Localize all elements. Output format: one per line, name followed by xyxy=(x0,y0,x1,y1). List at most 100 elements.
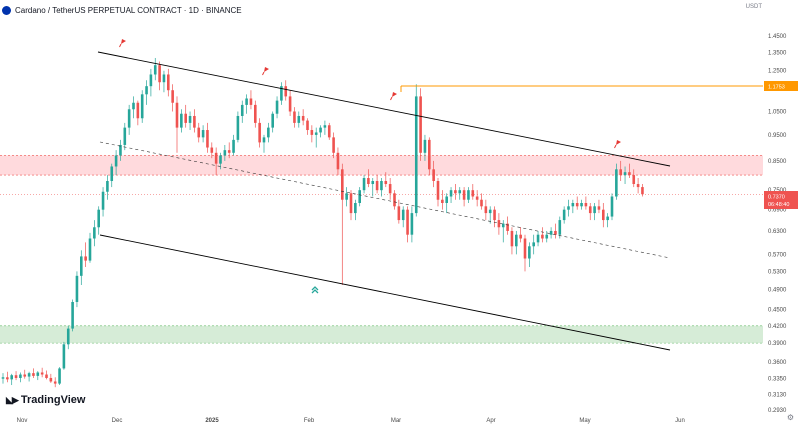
candle-body xyxy=(206,130,209,148)
price-tick-label: 0.6900 xyxy=(768,208,787,214)
resistance-price-tag: 1.1753 xyxy=(764,81,798,91)
candle-body xyxy=(71,301,74,329)
channel-midline[interactable] xyxy=(99,141,671,259)
candle-body xyxy=(114,155,118,167)
candle-body xyxy=(297,115,301,123)
tradingview-logo-icon: ◣▶ xyxy=(6,394,19,405)
resistance-zone[interactable] xyxy=(0,155,763,176)
candle-body xyxy=(80,256,83,276)
candle-body xyxy=(167,74,170,91)
candle-body xyxy=(149,74,153,87)
price-tick-label: 0.5300 xyxy=(768,269,787,275)
candle-body xyxy=(280,86,283,101)
candle-body xyxy=(480,199,483,207)
candle-body xyxy=(145,86,148,95)
candle-body xyxy=(462,190,466,200)
time-axis[interactable]: Nov Dec 2025 Feb Mar Apr May Jun xyxy=(17,418,685,424)
candle-body xyxy=(488,209,492,214)
candle-body xyxy=(428,139,431,170)
candle-body xyxy=(401,209,405,221)
candle-body xyxy=(201,130,205,138)
channel-lower-line[interactable] xyxy=(99,234,671,351)
channel-upper-line[interactable] xyxy=(97,51,671,167)
price-tick-label: 1.0500 xyxy=(768,109,787,115)
candle-body xyxy=(227,150,231,153)
candle-body xyxy=(545,234,549,239)
tradingview-brand[interactable]: ◣▶ TradingView xyxy=(6,394,85,406)
quote-currency-label[interactable]: USDT xyxy=(745,4,762,10)
candle-body xyxy=(306,120,309,131)
candle-body xyxy=(449,190,453,197)
candle-body xyxy=(293,111,296,123)
candle-body xyxy=(471,190,475,197)
candle-body xyxy=(188,115,192,123)
candle-body xyxy=(341,169,344,200)
candle-body xyxy=(45,374,48,378)
candle-body xyxy=(467,190,470,200)
time-tick-label: Dec xyxy=(112,418,123,424)
candle-body xyxy=(136,102,140,119)
candle-body xyxy=(106,181,109,192)
symbol-header[interactable]: Cardano / TetherUS PERPETUAL CONTRACT · … xyxy=(2,3,242,17)
candle-body xyxy=(36,372,40,376)
candle-body xyxy=(275,100,279,114)
candle-body xyxy=(271,113,274,128)
candle-body xyxy=(101,191,105,210)
candle-body xyxy=(332,137,335,153)
support-zone[interactable] xyxy=(0,325,763,344)
flag-marker-icon xyxy=(614,140,621,149)
time-tick-label: Feb xyxy=(304,418,315,424)
candle-body xyxy=(497,220,501,228)
candle-body xyxy=(532,242,535,247)
candle-body xyxy=(223,150,227,156)
candle-body xyxy=(536,234,540,243)
candle-body xyxy=(493,209,496,221)
candle-body xyxy=(184,113,187,123)
candle-body xyxy=(484,206,488,214)
candle-body xyxy=(14,375,18,378)
price-tick-label: 0.6300 xyxy=(768,229,787,235)
candle-body xyxy=(349,193,353,214)
candle-body xyxy=(284,86,288,97)
candle-body xyxy=(619,169,622,176)
candle-body xyxy=(49,377,53,382)
candle-body xyxy=(23,374,27,377)
candle-body xyxy=(362,178,366,191)
svg-text:06:48:40: 06:48:40 xyxy=(768,202,789,208)
candle-body xyxy=(636,184,640,188)
current-price-tag: 0.7370 06:48:40 xyxy=(764,191,798,209)
cardano-coin-icon xyxy=(2,5,11,15)
candle-body xyxy=(267,127,270,138)
candle-body xyxy=(197,127,201,138)
price-tick-label: 1.2500 xyxy=(768,69,787,75)
price-tick-label: 0.3130 xyxy=(768,393,787,399)
candle-body xyxy=(236,115,240,140)
candle-body xyxy=(523,238,527,259)
candle-body xyxy=(632,175,636,185)
price-tick-label: 0.3350 xyxy=(768,377,787,383)
candle-body xyxy=(393,193,396,207)
price-tick-label: 1.3500 xyxy=(768,51,787,57)
candle-body xyxy=(602,209,605,221)
symbol-title: Cardano / TetherUS PERPETUAL CONTRACT · … xyxy=(15,5,242,15)
candle-body xyxy=(88,238,92,261)
price-tick-label: 0.2930 xyxy=(768,408,787,414)
time-tick-label: Nov xyxy=(17,418,28,424)
time-tick-label: Jun xyxy=(675,418,685,424)
candle-body xyxy=(345,193,348,200)
price-tick-label: 0.9500 xyxy=(768,133,787,139)
settings-gear-icon[interactable]: ⚙ xyxy=(786,413,794,422)
candle-body xyxy=(549,230,553,235)
candle-body xyxy=(62,344,66,369)
candle-body xyxy=(1,377,5,379)
candle-body xyxy=(323,125,327,128)
candle-body xyxy=(588,206,592,214)
candle-body xyxy=(419,96,422,153)
price-tick-label: 1.4500 xyxy=(768,34,787,40)
candle-body xyxy=(519,234,522,239)
candle-body xyxy=(358,190,361,203)
double-chevron-up-icon xyxy=(311,286,319,294)
candle-body xyxy=(214,152,218,164)
candle-body xyxy=(93,227,96,239)
